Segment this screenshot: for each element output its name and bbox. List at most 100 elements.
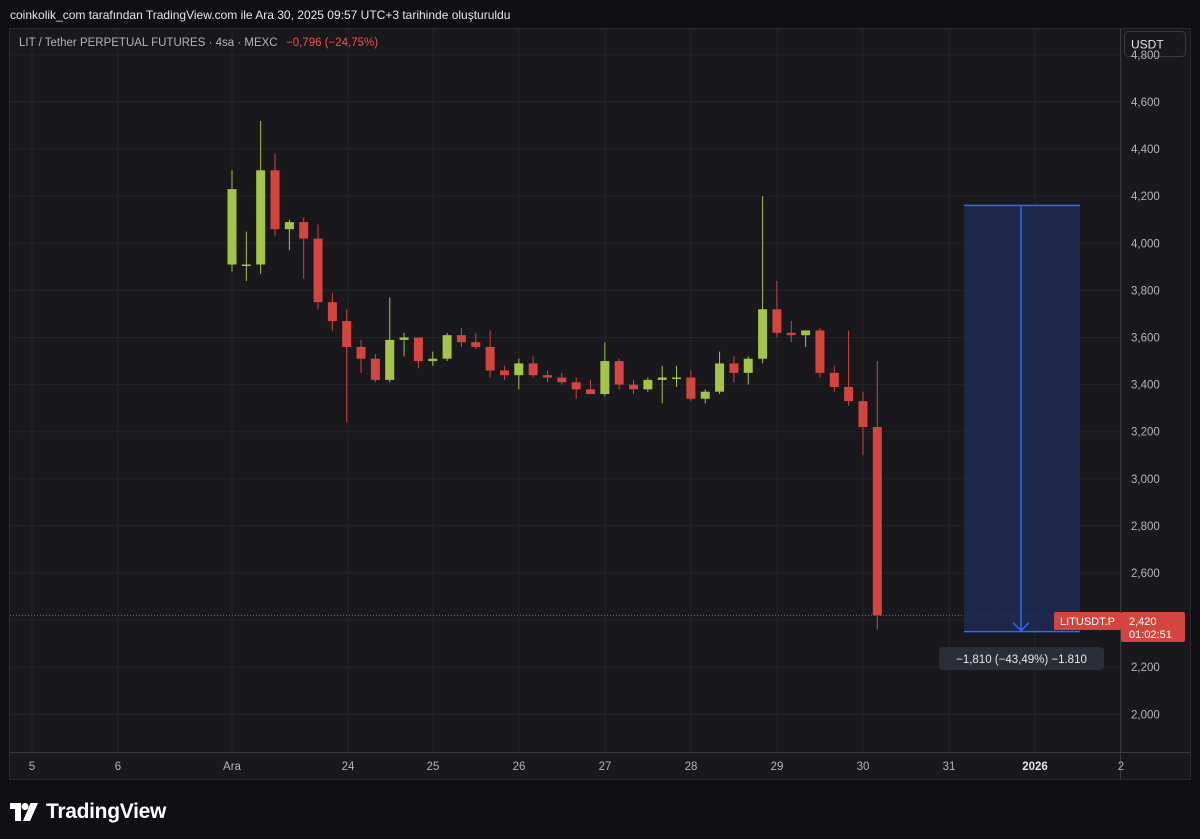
candle-body <box>815 330 825 373</box>
candle-body <box>858 401 868 428</box>
candle-down <box>313 224 323 310</box>
candle-body <box>844 386 854 402</box>
candle-body <box>801 330 811 336</box>
candle-body <box>499 370 509 376</box>
candle-body <box>557 377 567 383</box>
candle-down <box>485 330 495 378</box>
currency-button[interactable]: USDT <box>1124 31 1186 57</box>
legend-symbol: LIT / Tether PERPETUAL FUTURES · 4sa · M… <box>19 37 278 49</box>
candle-down <box>342 309 352 423</box>
chart-canvas[interactable]: LIT / Tether PERPETUAL FUTURES · 4sa · M… <box>10 29 1190 779</box>
candle-up <box>743 356 753 385</box>
time-tick-label: 27 <box>599 761 612 773</box>
candle-up <box>241 231 251 281</box>
candle-up <box>385 297 395 383</box>
candle-body <box>729 363 739 373</box>
time-tick-label: 2026 <box>1022 761 1048 773</box>
candle-up <box>657 365 667 404</box>
time-tick-label: 25 <box>427 761 440 773</box>
candle-up <box>227 170 237 272</box>
candle-body <box>786 332 796 336</box>
price-axis[interactable]: 4,800 4,600 4,400 4,200 4,000 3,800 3,600 3,400… <box>1131 50 1160 721</box>
candle-up <box>700 389 710 404</box>
candle-down <box>829 365 839 392</box>
time-tick-label: 24 <box>342 761 355 773</box>
candle-body <box>299 222 309 239</box>
tradingview-logo-icon <box>10 803 38 821</box>
candle-body <box>700 391 710 399</box>
candle-down <box>413 337 423 369</box>
candle-body <box>270 170 280 230</box>
snapshot-credit: coinkolik_com tarafından TradingView.com… <box>10 8 511 22</box>
candle-body <box>672 377 682 380</box>
candle-up <box>715 351 725 395</box>
candle-up <box>758 196 768 364</box>
top-bar: coinkolik_com tarafından TradingView.com… <box>0 0 1200 28</box>
time-tick-label: 29 <box>771 761 784 773</box>
candle-down <box>772 280 782 338</box>
price-tick-label: 4,200 <box>1131 191 1160 203</box>
price-tick-label: 2,200 <box>1131 662 1160 674</box>
candle-down <box>557 372 567 385</box>
price-tag-countdown: 01:02:51 <box>1129 629 1172 641</box>
candle-down <box>844 330 854 406</box>
candle-body <box>629 384 639 390</box>
candle-down <box>571 377 581 399</box>
candle-down <box>586 379 595 395</box>
candle-up <box>600 342 610 397</box>
price-tick-label: 4,400 <box>1131 144 1160 156</box>
candle-up <box>643 377 653 392</box>
candle-body <box>485 346 495 371</box>
candle-body <box>528 363 538 376</box>
measure-rectangle[interactable] <box>964 205 1080 632</box>
candle-body <box>643 379 653 390</box>
candle-up <box>256 120 266 274</box>
candle-body <box>256 170 266 265</box>
candle-up <box>514 358 524 390</box>
time-axis[interactable]: 5 6 Ara 24 25 26 27 28 29 30 31 2026 2 <box>29 761 1124 773</box>
candle-down <box>356 339 366 373</box>
candle-body <box>743 358 753 373</box>
candle-body <box>471 342 481 347</box>
candle-down <box>327 292 337 331</box>
time-tick-label: 6 <box>115 761 121 773</box>
price-tick-label: 4,000 <box>1131 238 1160 250</box>
candle-body <box>227 189 237 265</box>
candle-down <box>270 153 280 237</box>
candle-body <box>385 339 395 380</box>
candle-up <box>442 332 452 362</box>
price-range-measure[interactable] <box>964 204 1080 633</box>
candle-down <box>729 356 739 383</box>
candle-down <box>370 353 380 383</box>
candle-down <box>815 328 825 378</box>
candle-body <box>327 302 337 322</box>
price-tag-price: 2,420 <box>1129 616 1157 628</box>
chart-frame[interactable]: LIT / Tether PERPETUAL FUTURES · 4sa · M… <box>9 28 1191 780</box>
arrow-down-icon <box>1012 622 1030 632</box>
symbol-price-tag: LITUSDT.P 2,420 01:02:51 <box>1054 612 1185 642</box>
candle-down <box>686 370 696 402</box>
candle-up <box>672 365 682 387</box>
price-tick-label: 3,800 <box>1131 285 1160 297</box>
candle-down <box>471 332 481 350</box>
candle-body <box>399 337 409 340</box>
price-tick-label: 4,600 <box>1131 97 1160 109</box>
symbol-legend[interactable]: LIT / Tether PERPETUAL FUTURES · 4sa · M… <box>19 37 378 49</box>
price-tick-label: 2,800 <box>1131 521 1160 533</box>
measure-label: −1,810 (−43,49%) −1.810 <box>956 654 1087 666</box>
price-tag-symbol: LITUSDT.P <box>1060 616 1115 628</box>
price-tick-label: 2,000 <box>1131 709 1160 721</box>
candle-down <box>542 370 552 383</box>
candle-down <box>786 321 796 343</box>
candle-body <box>571 382 581 390</box>
candle-up <box>284 219 294 251</box>
candle-down <box>872 361 882 630</box>
candle-body <box>715 363 725 392</box>
candle-body <box>442 335 452 359</box>
tradingview-logo[interactable]: TradingView <box>10 800 166 824</box>
footer <box>0 780 1200 839</box>
price-tick-label: 4,800 <box>1131 50 1160 62</box>
currency-label: USDT <box>1131 38 1164 52</box>
candle-down <box>499 365 509 380</box>
candle-body <box>413 337 423 362</box>
